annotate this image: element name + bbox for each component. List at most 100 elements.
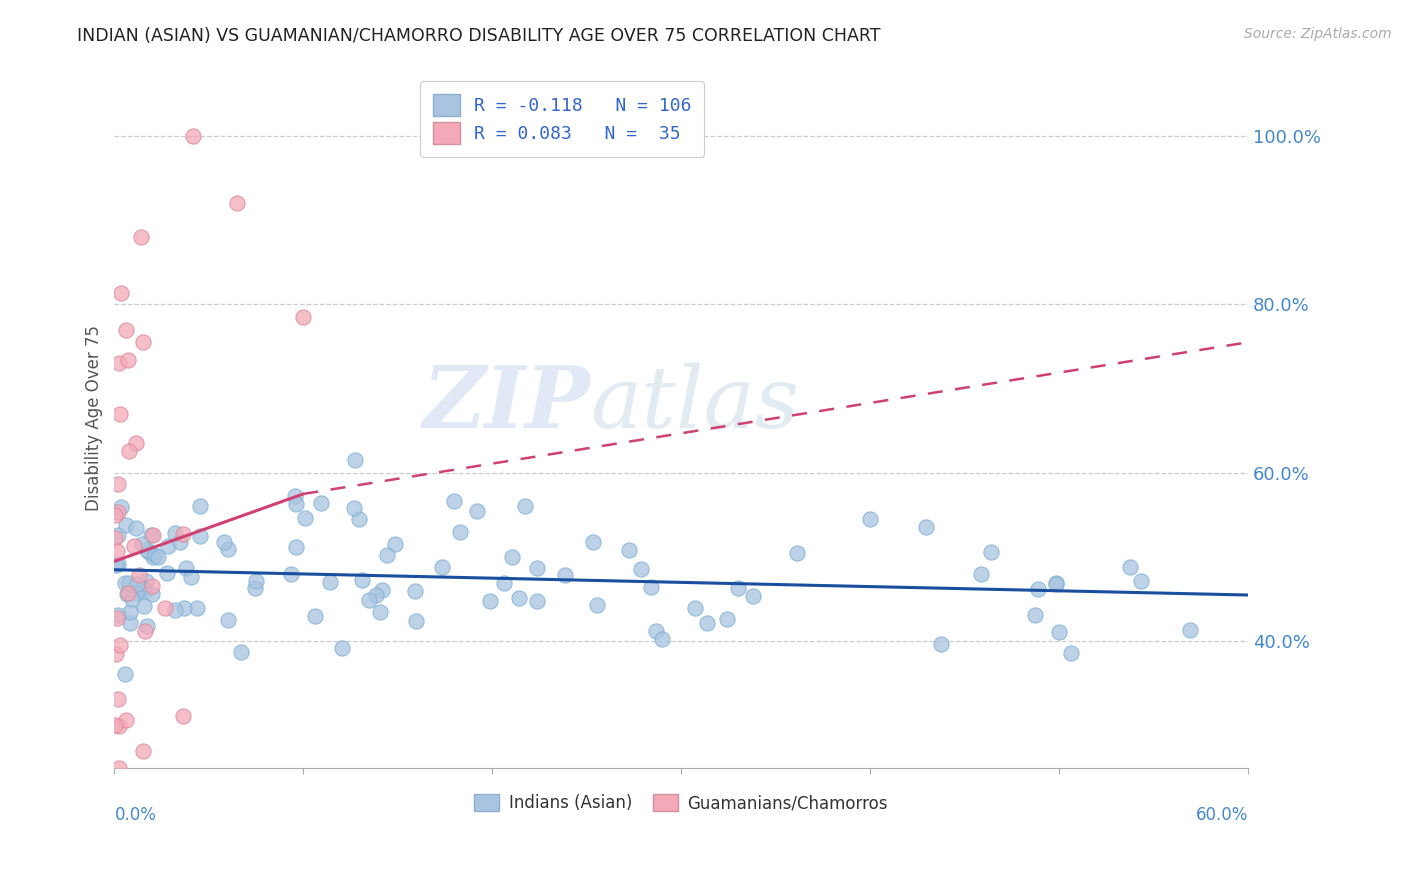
Point (443, 493, 465, 508)
Point (107, 692, 129, 706)
Point (136, 542, 159, 557)
Point (180, 569, 202, 583)
Point (104, 508, 127, 523)
Point (131, 744, 153, 758)
Point (105, 544, 128, 558)
Point (188, 499, 211, 513)
Point (107, 557, 129, 571)
Point (129, 230, 152, 244)
Point (585, 599, 607, 613)
Point (494, 576, 516, 591)
Point (134, 599, 156, 613)
Text: 60.0%: 60.0% (1195, 806, 1249, 824)
Point (108, 761, 131, 775)
Point (104, 717, 127, 731)
Point (970, 567, 993, 582)
Point (1180, 623, 1202, 637)
Point (108, 638, 131, 652)
Point (350, 574, 373, 588)
Point (146, 549, 169, 564)
Point (125, 577, 148, 591)
Legend: Indians (Asian), Guamanians/Chamorros: Indians (Asian), Guamanians/Chamorros (468, 788, 894, 819)
Point (914, 520, 936, 534)
Point (284, 540, 307, 554)
Point (214, 535, 236, 549)
Point (980, 545, 1002, 559)
Point (645, 624, 668, 639)
Point (1130, 574, 1153, 589)
Point (142, 528, 165, 542)
Point (188, 529, 211, 543)
Point (174, 561, 197, 575)
Point (128, 567, 150, 582)
Point (384, 537, 406, 551)
Point (630, 562, 652, 576)
Point (284, 489, 307, 503)
Point (304, 609, 326, 624)
Point (226, 196, 249, 211)
Point (110, 286, 132, 301)
Point (1047, 625, 1070, 640)
Point (344, 453, 367, 467)
Point (114, 576, 136, 591)
Point (526, 560, 548, 574)
Point (319, 574, 342, 589)
Point (467, 504, 489, 518)
Point (292, 310, 315, 325)
Point (229, 645, 252, 659)
Point (347, 512, 370, 526)
Point (107, 608, 129, 623)
Point (139, 528, 162, 542)
Point (141, 579, 163, 593)
Point (449, 525, 471, 540)
Point (117, 352, 139, 367)
Point (173, 601, 195, 615)
Point (696, 615, 718, 630)
Point (217, 614, 239, 628)
Point (131, 537, 153, 551)
Point (1060, 646, 1083, 660)
Point (501, 550, 523, 565)
Point (105, 647, 128, 661)
Point (107, 477, 129, 491)
Text: atlas: atlas (591, 363, 800, 445)
Point (108, 407, 131, 421)
Point (136, 618, 159, 632)
Y-axis label: Disability Age Over 75: Disability Age Over 75 (86, 325, 103, 511)
Point (114, 323, 136, 337)
Point (115, 587, 138, 601)
Point (371, 583, 394, 598)
Point (156, 566, 179, 580)
Point (716, 611, 738, 625)
Point (479, 594, 502, 608)
Point (105, 558, 128, 572)
Point (330, 640, 353, 655)
Text: ZIP: ZIP (423, 362, 591, 446)
Point (107, 718, 129, 732)
Text: 0.0%: 0.0% (114, 806, 156, 824)
Point (186, 601, 208, 615)
Text: INDIAN (ASIAN) VS GUAMANIAN/CHAMORRO DISABILITY AGE OVER 75 CORRELATION CHART: INDIAN (ASIAN) VS GUAMANIAN/CHAMORRO DIS… (77, 27, 880, 45)
Point (1045, 576, 1067, 591)
Point (122, 540, 145, 554)
Point (1119, 559, 1142, 574)
Point (366, 589, 388, 603)
Point (143, 548, 166, 562)
Point (294, 511, 316, 525)
Point (155, 601, 177, 615)
Point (107, 506, 129, 520)
Point (165, 525, 187, 540)
Point (929, 637, 952, 651)
Point (368, 606, 391, 620)
Point (217, 541, 239, 556)
Point (1024, 607, 1046, 622)
Point (582, 534, 605, 549)
Point (118, 605, 141, 619)
Point (114, 667, 136, 681)
Point (118, 444, 141, 458)
Point (617, 543, 640, 558)
Point (142, 550, 165, 565)
Point (107, 528, 129, 542)
Point (508, 591, 530, 605)
Point (138, 545, 160, 559)
